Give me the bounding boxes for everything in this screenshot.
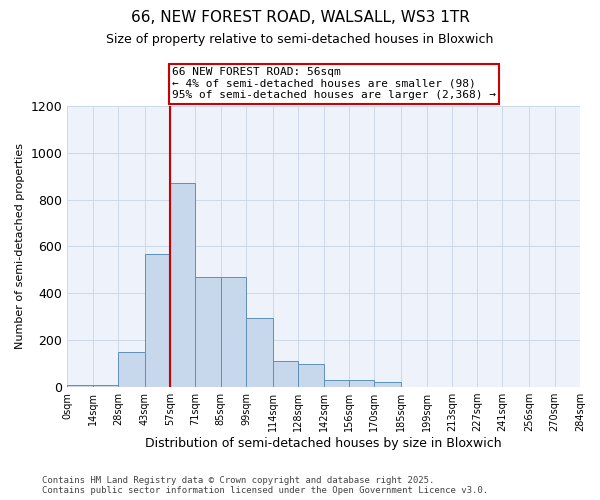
Text: 66 NEW FOREST ROAD: 56sqm
← 4% of semi-detached houses are smaller (98)
95% of s: 66 NEW FOREST ROAD: 56sqm ← 4% of semi-d… — [172, 67, 496, 100]
Bar — [221, 277, 246, 387]
Bar — [92, 384, 118, 387]
Bar — [323, 380, 349, 387]
Bar — [196, 277, 221, 387]
Bar — [246, 318, 273, 387]
Bar — [170, 183, 196, 387]
Bar — [273, 362, 298, 387]
X-axis label: Distribution of semi-detached houses by size in Bloxwich: Distribution of semi-detached houses by … — [145, 437, 502, 450]
Text: Contains HM Land Registry data © Crown copyright and database right 2025.
Contai: Contains HM Land Registry data © Crown c… — [42, 476, 488, 495]
Y-axis label: Number of semi-detached properties: Number of semi-detached properties — [15, 144, 25, 350]
Bar — [145, 254, 170, 387]
Text: 66, NEW FOREST ROAD, WALSALL, WS3 1TR: 66, NEW FOREST ROAD, WALSALL, WS3 1TR — [131, 10, 469, 25]
Text: Size of property relative to semi-detached houses in Bloxwich: Size of property relative to semi-detach… — [106, 32, 494, 46]
Bar — [118, 352, 145, 387]
Bar — [349, 380, 374, 387]
Bar — [298, 364, 323, 387]
Bar — [374, 382, 401, 387]
Bar — [67, 384, 92, 387]
